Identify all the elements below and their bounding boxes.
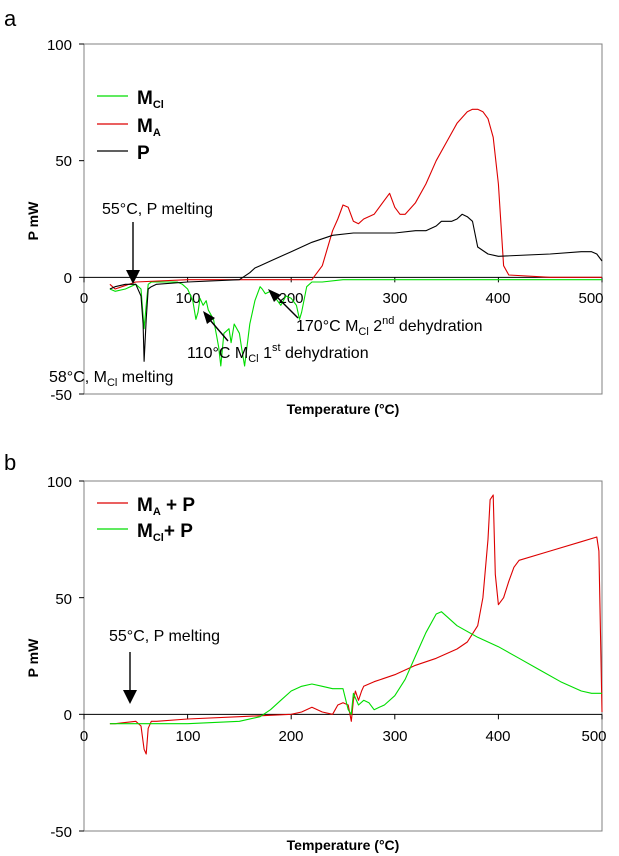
panel-a-series (109, 108, 603, 367)
panel-a: a 100 50 0 -50 0 100 200 300 400 500 Tem… (4, 6, 604, 417)
y-tick-label: 0 (64, 707, 72, 724)
panel-a-annotations: 55°C, P melting 58°C, MCl melting 110°C … (49, 201, 482, 389)
panel-a-y-axis-title: P mW (25, 201, 41, 240)
x-tick-label: 300 (382, 728, 407, 745)
y-tick-label: 0 (64, 270, 72, 287)
legend-label-mcl: MCl (137, 88, 164, 111)
panel-b-annotations: 55°C, P melting (109, 628, 220, 704)
panel-a-plot-area (83, 43, 603, 395)
panel-b: b 100 50 0 -50 0 100 200 300 400 500 Tem… (4, 450, 607, 853)
x-tick-label: 400 (485, 290, 510, 307)
x-tick-label: 100 (175, 290, 200, 307)
panel-b-series (109, 494, 603, 755)
panel-b-x-axis-title: Temperature (°C) (287, 837, 400, 853)
x-tick-label: 0 (80, 728, 88, 745)
panel-b-plot-area (83, 480, 603, 832)
y-tick-label: -50 (50, 824, 72, 841)
x-tick-label: 500 (581, 728, 606, 745)
x-tick-label: 500 (578, 290, 603, 307)
annotation-p-melting-b: 55°C, P melting (109, 628, 220, 645)
panel-b-zero-axis (79, 480, 603, 832)
panel-b-x-tick-labels: 0 100 200 300 400 500 (80, 728, 607, 745)
x-tick-label: 300 (382, 290, 407, 307)
x-tick-label: 100 (175, 728, 200, 745)
series-line-p (109, 213, 603, 362)
arrow-first-dehydration (203, 311, 229, 342)
arrow-p-melting (126, 222, 140, 284)
annotation-mcl-melting: 58°C, MCl melting (49, 369, 173, 389)
x-tick-label: 400 (485, 728, 510, 745)
panel-b-y-axis-title: P mW (25, 638, 41, 677)
y-tick-label: 50 (55, 153, 72, 170)
panel-b-y-tick-labels: 100 50 0 -50 (47, 474, 72, 841)
arrow-p-melting-b (123, 652, 137, 704)
series-line-ma (109, 108, 602, 290)
panel-a-x-tick-labels: 0 100 200 300 400 500 (80, 290, 604, 307)
legend-label-mcl-p: MCl+ P (137, 521, 193, 544)
panel-a-letter: a (4, 6, 17, 31)
y-tick-label: 100 (47, 37, 72, 54)
y-tick-label: 100 (47, 474, 72, 491)
arrow-second-dehydration (268, 289, 299, 319)
series-line-mcl (109, 279, 602, 367)
x-tick-label: 0 (80, 290, 88, 307)
panel-b-legend: MA + P MCl+ P (97, 495, 195, 544)
panel-a-y-tick-labels: 100 50 0 -50 (47, 37, 72, 404)
annotation-p-melting: 55°C, P melting (102, 201, 213, 218)
annotation-mcl-first-dehydration: 110°C MCl 1st dehydration (187, 342, 369, 365)
panel-a-x-axis-title: Temperature (°C) (287, 401, 400, 417)
series-line-ma-p (109, 494, 603, 755)
panel-a-legend: MCl MA P (97, 88, 164, 164)
panel-b-letter: b (4, 450, 16, 475)
y-tick-label: 50 (55, 591, 72, 608)
y-tick-label: -50 (50, 387, 72, 404)
legend-label-ma: MA (137, 116, 161, 139)
legend-label-p: P (137, 143, 150, 164)
x-tick-label: 200 (278, 728, 303, 745)
legend-label-ma-p: MA + P (137, 495, 195, 518)
panel-a-zero-axis (79, 43, 603, 395)
annotation-mcl-second-dehydration: 170°C MCl 2nd dehydration (296, 315, 482, 338)
series-line-mcl-p (109, 611, 602, 725)
